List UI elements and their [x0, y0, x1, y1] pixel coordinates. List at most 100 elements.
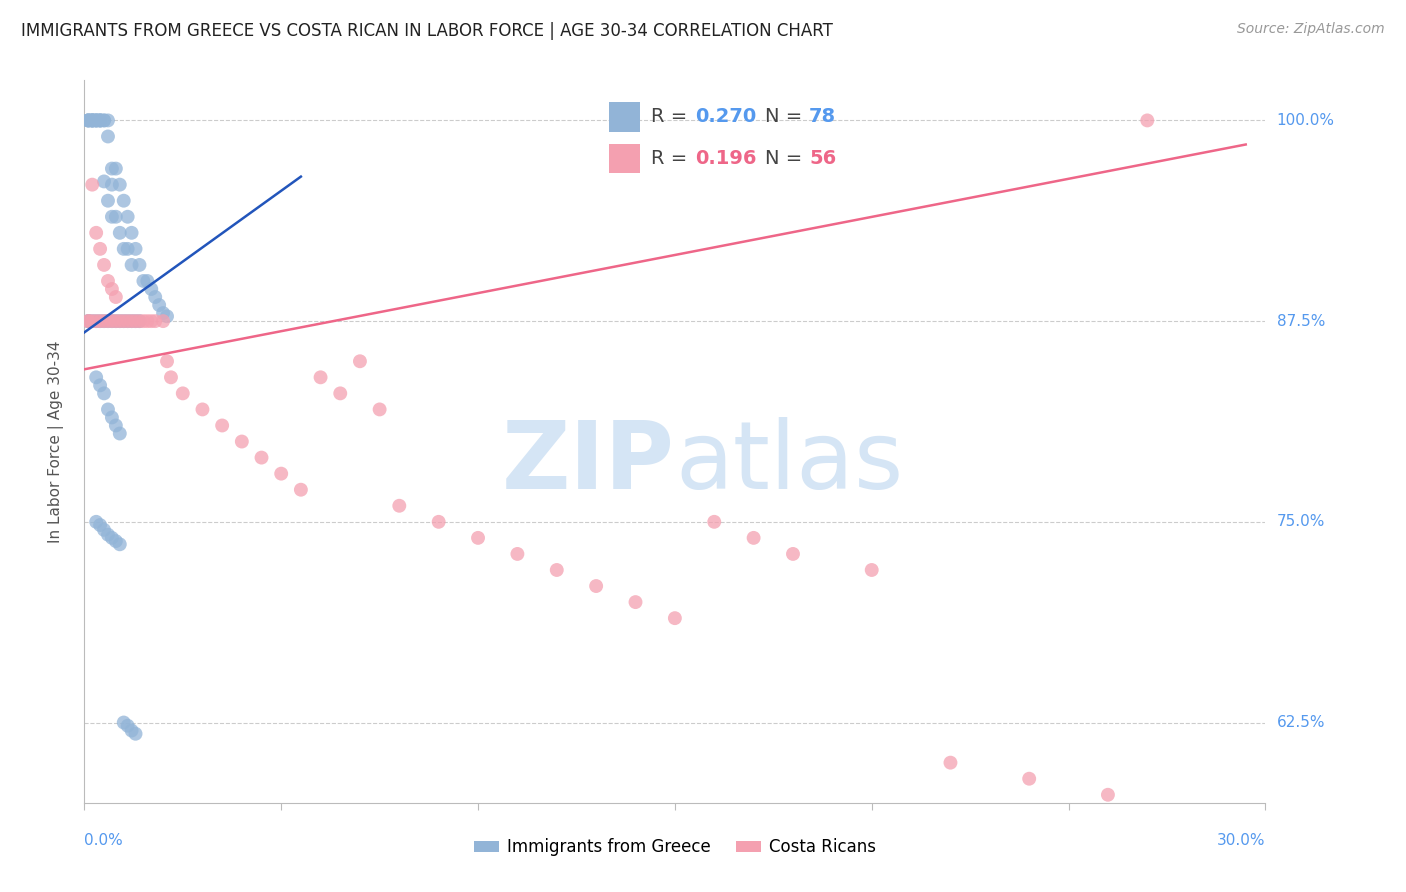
Point	[121, 258, 143, 272]
Point	[388, 499, 411, 513]
Legend: Immigrants from Greece, Costa Ricans: Immigrants from Greece, Costa Ricans	[467, 831, 883, 863]
Point	[101, 531, 124, 545]
Point	[128, 258, 150, 272]
Point	[89, 113, 111, 128]
Point	[77, 113, 100, 128]
Point	[939, 756, 962, 770]
Point	[82, 113, 104, 128]
Point	[124, 242, 146, 256]
Text: 0.0%: 0.0%	[84, 833, 124, 848]
Point	[93, 258, 115, 272]
Point	[309, 370, 332, 384]
Point	[1136, 113, 1159, 128]
Point	[93, 314, 115, 328]
Point	[108, 537, 131, 551]
Point	[97, 194, 120, 208]
Point	[104, 290, 127, 304]
Point	[93, 386, 115, 401]
Point	[329, 386, 352, 401]
Point	[270, 467, 292, 481]
Point	[117, 210, 139, 224]
Point	[89, 242, 111, 256]
Point	[349, 354, 371, 368]
Point	[82, 113, 104, 128]
Point	[104, 314, 127, 328]
Point	[121, 226, 143, 240]
Point	[117, 719, 139, 733]
Point	[112, 314, 135, 328]
Point	[82, 314, 104, 328]
Point	[93, 523, 115, 537]
Point	[782, 547, 804, 561]
Point	[152, 306, 174, 320]
Point	[156, 354, 179, 368]
Point	[143, 290, 166, 304]
Point	[112, 715, 135, 730]
Point	[89, 378, 111, 392]
Point	[250, 450, 273, 465]
Point	[112, 194, 135, 208]
Point	[77, 314, 100, 328]
Point	[104, 314, 127, 328]
Point	[84, 314, 107, 328]
Point	[624, 595, 647, 609]
Point	[82, 113, 104, 128]
Point	[143, 314, 166, 328]
Point	[141, 314, 163, 328]
Point	[104, 418, 127, 433]
Point	[97, 129, 120, 144]
Point	[585, 579, 607, 593]
Point	[82, 314, 104, 328]
Point	[108, 426, 131, 441]
Point	[89, 314, 111, 328]
Point	[121, 314, 143, 328]
Y-axis label: In Labor Force | Age 30-34: In Labor Force | Age 30-34	[48, 340, 63, 543]
Point	[82, 178, 104, 192]
Point	[84, 113, 107, 128]
Point	[128, 314, 150, 328]
Point	[108, 226, 131, 240]
Point	[97, 113, 120, 128]
Point	[128, 314, 150, 328]
Point	[112, 242, 135, 256]
Point	[77, 113, 100, 128]
Point	[82, 113, 104, 128]
Point	[77, 314, 100, 328]
Point	[117, 314, 139, 328]
Point	[152, 314, 174, 328]
Point	[108, 314, 131, 328]
Point	[101, 314, 124, 328]
Point	[703, 515, 725, 529]
Point	[97, 527, 120, 541]
Point	[467, 531, 489, 545]
Point	[84, 314, 107, 328]
Point	[89, 113, 111, 128]
Point	[89, 113, 111, 128]
Point	[132, 274, 155, 288]
Point	[117, 242, 139, 256]
Point	[121, 314, 143, 328]
Text: IMMIGRANTS FROM GREECE VS COSTA RICAN IN LABOR FORCE | AGE 30-34 CORRELATION CHA: IMMIGRANTS FROM GREECE VS COSTA RICAN IN…	[21, 22, 832, 40]
Point	[101, 282, 124, 296]
Point	[172, 386, 194, 401]
Point	[84, 113, 107, 128]
Point	[93, 314, 115, 328]
Point	[101, 178, 124, 192]
Point	[124, 727, 146, 741]
Point	[156, 310, 179, 324]
Point	[104, 534, 127, 549]
Text: 30.0%: 30.0%	[1218, 833, 1265, 848]
Point	[84, 226, 107, 240]
Point	[136, 274, 159, 288]
Text: 75.0%: 75.0%	[1277, 515, 1324, 529]
Point	[160, 370, 183, 384]
Point	[104, 210, 127, 224]
Point	[93, 113, 115, 128]
Point	[132, 314, 155, 328]
Point	[506, 547, 529, 561]
Point	[108, 314, 131, 328]
Point	[104, 161, 127, 176]
Text: ZIP: ZIP	[502, 417, 675, 509]
Point	[93, 113, 115, 128]
Point	[84, 515, 107, 529]
